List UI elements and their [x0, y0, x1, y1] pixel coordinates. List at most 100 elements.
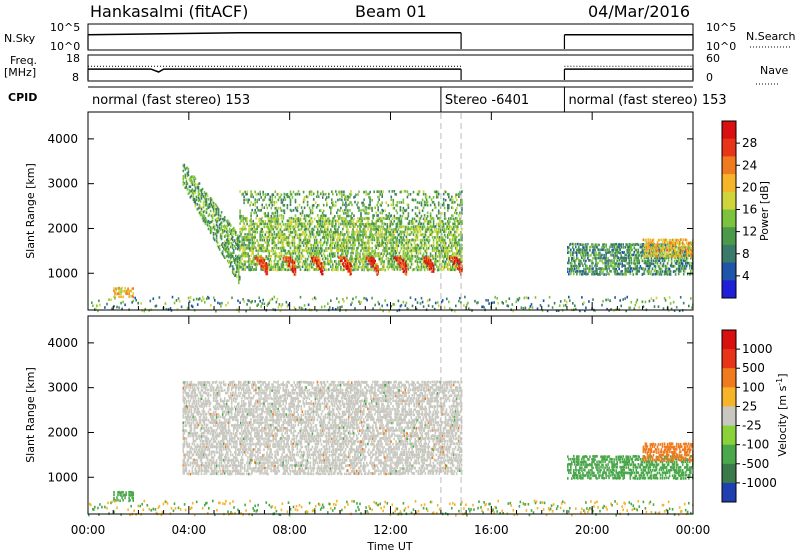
power-cell-2075 [391, 246, 394, 250]
power-cell-3019 [376, 273, 378, 276]
power-cell-1168 [309, 255, 312, 258]
power-cell-2547 [436, 259, 439, 263]
power-cell-885 [282, 236, 285, 239]
power-cell-302 [228, 254, 231, 258]
power-cell-1699 [358, 241, 360, 245]
power-cell-220 [218, 218, 221, 222]
power-cell-4752 [96, 304, 98, 308]
power-cell-2884 [284, 256, 287, 259]
power-cell-3313 [311, 211, 314, 215]
power-cell-4055 [618, 243, 620, 246]
power-cell-2294 [411, 254, 414, 258]
power-cell-3692 [120, 292, 122, 295]
power-cell-3711 [129, 289, 131, 293]
power-cell-3492 [381, 201, 383, 205]
power-cell-4510 [685, 264, 688, 268]
power-cell-3012 [373, 261, 375, 265]
power-cell-4731 [689, 252, 691, 255]
power-cell-2431 [424, 241, 427, 245]
power-cell-2297 [411, 231, 414, 234]
power-cell-4894 [337, 306, 339, 309]
power-cell-1927 [377, 219, 379, 223]
power-cell-3136 [242, 192, 244, 196]
power-cell-1801 [366, 217, 368, 220]
power-cell-1655 [354, 243, 356, 247]
power-cell-2778 [456, 246, 458, 250]
power-cell-1137 [306, 266, 309, 269]
power-cell-186 [214, 210, 217, 214]
power-cell-3724 [568, 272, 570, 276]
power-cell-253 [223, 243, 226, 247]
power-cell-1141 [306, 249, 309, 252]
power-cell-2056 [390, 262, 393, 266]
power-cell-2011 [385, 233, 388, 236]
power-cell-1109 [303, 225, 306, 228]
power-cell-4 [182, 169, 185, 173]
power-cell-3348 [326, 196, 328, 199]
power-cell-1669 [355, 249, 357, 253]
power-cell-2842 [461, 222, 463, 225]
power-cell-703 [267, 262, 270, 266]
power-cell-514 [248, 224, 250, 228]
power-cell-4932 [402, 300, 405, 304]
power-cell-2713 [451, 265, 453, 269]
power-cell-1703 [358, 225, 360, 228]
power-cell-1697 [358, 257, 360, 260]
power-cell-2063 [390, 244, 393, 247]
power-cell-4164 [634, 248, 637, 252]
power-cell-3791 [579, 272, 581, 276]
power-cell-43 [191, 183, 194, 186]
power-cell-2316 [413, 228, 416, 231]
power-cell-469 [244, 227, 246, 231]
power-cell-211 [217, 216, 220, 220]
power-cell-2179 [400, 243, 403, 247]
power-cell-2403 [422, 260, 425, 264]
power-cell-4044 [617, 250, 619, 254]
power-cell-2796 [457, 223, 459, 226]
power-cell-1226 [315, 268, 318, 271]
power-cell-2512 [432, 225, 435, 228]
power-cell-4187 [637, 257, 640, 260]
power-cell-651 [261, 227, 263, 231]
power-cell-3200 [268, 203, 271, 207]
power-cell-541 [251, 249, 253, 252]
power-cell-3732 [569, 243, 571, 246]
power-cell-864 [281, 268, 284, 271]
power-cell-2504 [432, 266, 435, 269]
power-cell-3325 [316, 193, 319, 196]
power-cell-1914 [376, 219, 378, 223]
power-cell-1306 [321, 220, 324, 223]
power-cell-1027 [296, 255, 299, 258]
power-cell-1452 [336, 262, 338, 266]
power-cell-862 [280, 225, 283, 229]
power-cell-1491 [340, 268, 342, 271]
power-cell-2465 [427, 227, 430, 231]
power-cell-269 [225, 247, 228, 250]
power-cell-4680 [674, 241, 677, 245]
power-cell-3530 [400, 201, 403, 204]
power-cell-1101 [303, 262, 306, 266]
power-cell-198 [215, 210, 218, 213]
power-cell-2962 [343, 256, 345, 260]
power-cell-1442 [335, 244, 337, 247]
power-cell-4151 [632, 243, 635, 246]
power-cell-895 [283, 236, 286, 239]
power-cell-1441 [335, 260, 337, 263]
power-cell-1981 [382, 216, 384, 220]
power-cell-2246 [406, 233, 409, 236]
power-cell-134 [206, 207, 209, 210]
power-cell-2886 [285, 256, 288, 259]
power-cell-4802 [189, 296, 192, 299]
power-cell-1723 [360, 230, 362, 233]
power-cell-62 [194, 189, 197, 192]
power-cell-1751 [362, 230, 364, 234]
power-cell-79 [197, 182, 200, 186]
power-cell-582 [254, 236, 256, 239]
power-cell-4299 [654, 267, 657, 270]
nsky-series [87, 31, 694, 49]
power-cell-952 [289, 265, 292, 269]
power-cell-3936 [601, 246, 603, 249]
freq-unit-label: [MHz] [4, 66, 36, 79]
power-cell-1549 [345, 252, 347, 255]
power-cell-3322 [315, 195, 318, 198]
